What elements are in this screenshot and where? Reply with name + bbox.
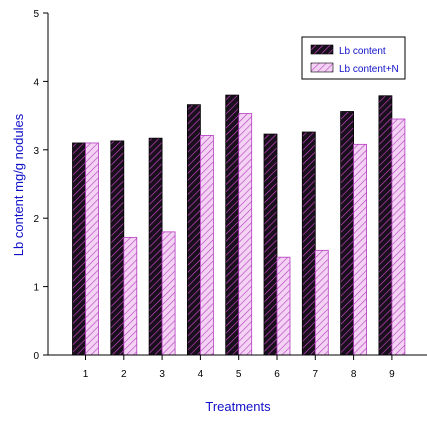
legend-label-lb-content: Lb content — [339, 46, 386, 57]
bar-lb-content — [148, 137, 163, 356]
y-tick-label: 4 — [33, 77, 39, 88]
bar-lb-content — [186, 104, 201, 356]
bar-lb-content-n — [199, 135, 214, 356]
bar-lb-content — [110, 140, 125, 356]
y-tick-label: 5 — [33, 9, 39, 20]
bar-lb-content — [378, 95, 393, 356]
bar-lb-content-n — [238, 113, 253, 356]
x-tick-label: 9 — [389, 369, 395, 380]
x-tick-label: 5 — [236, 369, 242, 380]
x-tick-label: 1 — [83, 369, 89, 380]
bar-lb-content-n — [314, 249, 329, 356]
bar-lb-content — [301, 131, 316, 356]
bar-lb-content — [72, 142, 86, 356]
legend-swatch-lb-content — [310, 44, 334, 55]
y-axis-title: Lb content mg/g nodules — [11, 113, 26, 256]
y-tick-label: 3 — [33, 146, 39, 157]
legend-swatch-lb-content-n — [310, 62, 334, 73]
bar-lb-content-n — [161, 231, 176, 356]
x-tick-label: 2 — [121, 369, 127, 380]
bar-lb-content-n — [85, 142, 99, 356]
y-tick-label: 0 — [33, 351, 39, 362]
legend-label-lb-content-n: Lb content+N — [339, 64, 399, 75]
x-tick-label: 4 — [198, 369, 204, 380]
x-tick-label: 8 — [351, 369, 357, 380]
y-tick-label: 2 — [33, 214, 39, 225]
bar-lb-content-n — [123, 236, 138, 356]
bar-lb-content-n — [353, 143, 368, 356]
bars-group — [72, 94, 406, 356]
legend: Lb content Lb content+N — [301, 36, 406, 80]
bar-lb-content — [225, 94, 240, 356]
x-tick-label: 7 — [313, 369, 319, 380]
axes-group: 0 1 2 3 4 5 1 2 3 4 5 6 7 8 9 — [33, 9, 427, 380]
bar-lb-content — [340, 111, 355, 356]
x-tick-label: 6 — [274, 369, 280, 380]
x-axis-title: Treatments — [205, 399, 271, 414]
y-tick-label: 1 — [33, 283, 39, 294]
x-tick-label: 3 — [159, 369, 165, 380]
bar-lb-content — [263, 133, 278, 356]
bar-lb-content-n — [391, 118, 406, 356]
bar-lb-content-n — [276, 256, 291, 356]
